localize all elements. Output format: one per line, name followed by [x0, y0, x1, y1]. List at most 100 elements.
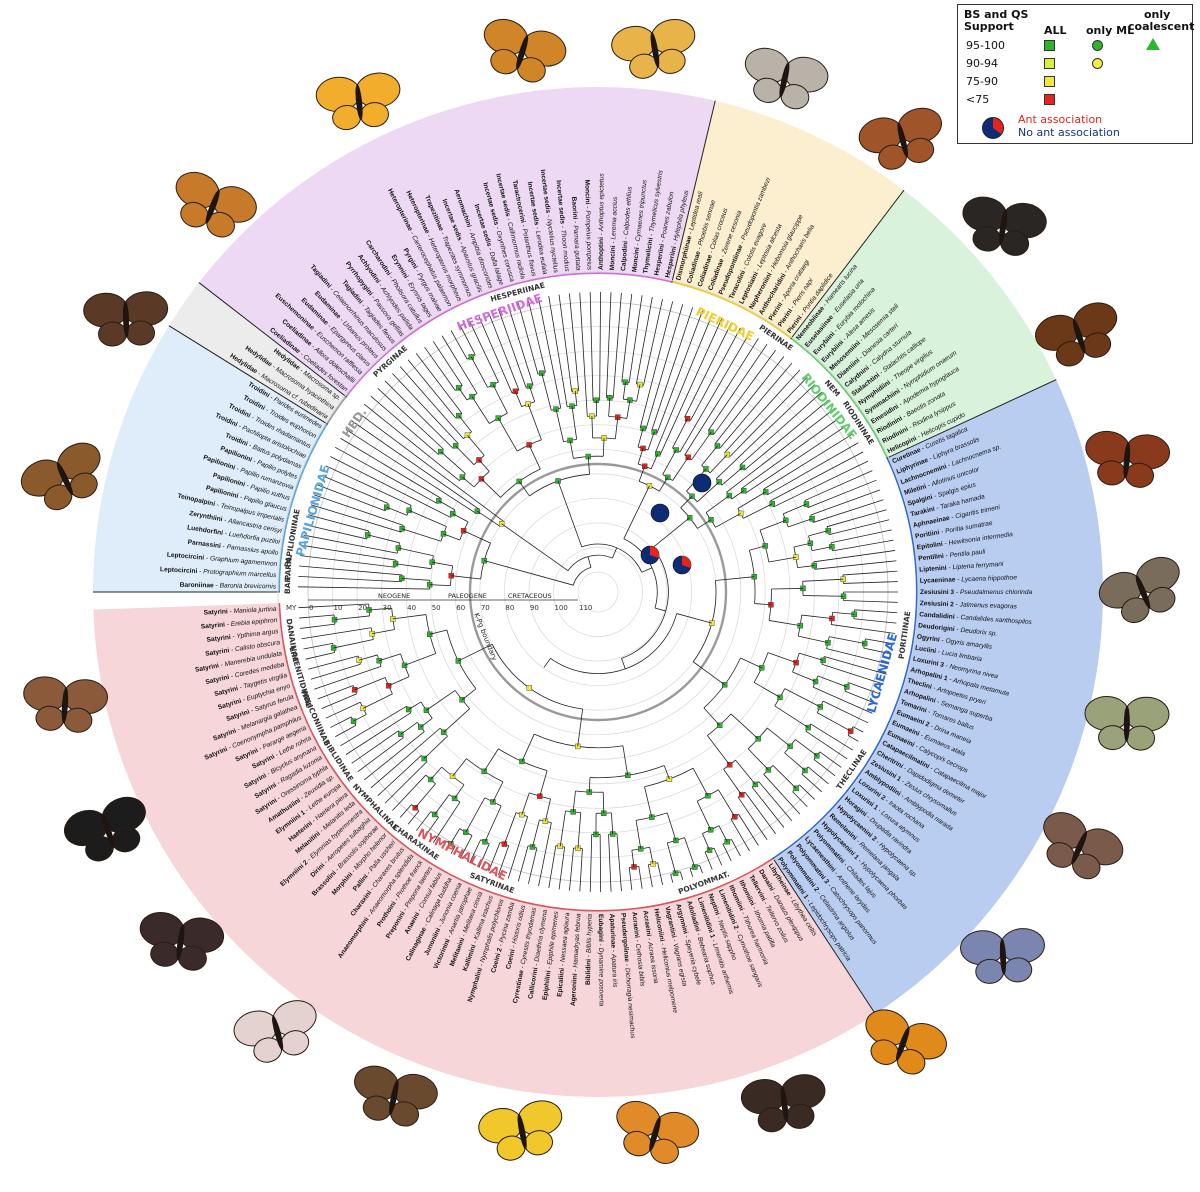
tree-branch — [801, 773, 823, 793]
tree-branch — [465, 797, 486, 833]
tree-branch — [545, 798, 551, 822]
tree-branch — [829, 519, 890, 536]
tip-separator: - — [945, 461, 953, 470]
pie-chart-icon — [982, 117, 1004, 139]
tree-branch — [702, 833, 710, 851]
tip-species: Pompeius pompeius — [584, 210, 593, 271]
tip-tribe: Zesiusini 2 — [920, 600, 955, 608]
tip-species: Liptena ferrymani — [952, 560, 1004, 571]
tip-tribe: Candalidini — [919, 611, 955, 620]
tree-branch — [672, 418, 688, 449]
ant-association-label: Ant association — [1018, 113, 1103, 126]
tip-separator: - — [659, 941, 667, 948]
tree-branch — [853, 618, 897, 624]
kpg-boundary-ring — [468, 462, 728, 722]
tree-branch — [527, 403, 542, 440]
tip-separator: - — [769, 889, 778, 898]
tree-branch — [455, 445, 475, 465]
tip-separator: - — [545, 964, 553, 971]
triangle-marker-icon — [1146, 38, 1160, 50]
tip-separator: - — [240, 696, 248, 704]
tip-label: Apaturinae - Apatura iris — [608, 914, 618, 989]
tree-branch — [784, 688, 821, 708]
tip-separator: - — [877, 368, 886, 377]
tip-separator: - — [864, 813, 873, 822]
tree-branch — [587, 456, 590, 475]
tree-branch — [317, 685, 354, 700]
tip-separator: - — [888, 375, 897, 384]
tip-separator: - — [309, 816, 318, 825]
tree-branch — [692, 661, 725, 686]
tip-species: Parnara guttata — [572, 225, 582, 271]
tip-separator: - — [311, 326, 320, 335]
tip-separator: - — [934, 504, 941, 512]
tree-branch — [430, 766, 442, 780]
tree-branch — [363, 731, 425, 781]
tree-branch — [340, 705, 407, 747]
tree-branch — [308, 655, 359, 670]
tree-branch — [816, 712, 851, 732]
legend-col-ml: only ML — [1086, 24, 1135, 37]
tree-branch — [529, 385, 536, 402]
tip-separator: - — [325, 321, 334, 330]
tree-branch — [799, 784, 815, 800]
tree-branch — [758, 781, 793, 822]
butterfly-photo — [139, 912, 225, 971]
tip-separator: - — [695, 245, 703, 253]
tree-branch — [308, 514, 369, 532]
support-legend: BS and QS Support ALL only ML only coale… — [957, 4, 1194, 144]
tip-label: Eubagini - Dynamine postverta — [597, 914, 605, 1007]
tree-branch — [577, 812, 582, 849]
tree-branch — [408, 509, 447, 527]
butterfly-photo — [616, 1100, 700, 1164]
tip-separator: - — [634, 937, 642, 944]
tree-branch — [799, 652, 824, 661]
tree-branch — [420, 717, 433, 728]
tree-branch — [636, 384, 641, 402]
tip-separator: - — [545, 213, 553, 220]
tip-separator: - — [634, 241, 642, 248]
sector-divider — [168, 325, 329, 425]
tip-separator: - — [327, 285, 336, 294]
inner-disc — [280, 274, 916, 910]
tree-branch — [528, 444, 541, 470]
tip-separator: - — [520, 222, 528, 229]
tip-label: Calpodini - Calpodes ethlius — [620, 186, 634, 272]
tree-branch — [795, 739, 818, 757]
time-tick-label: 30 — [383, 604, 392, 612]
tree-branch — [392, 774, 427, 811]
tip-separator: - — [422, 921, 431, 929]
tree-branch — [622, 745, 629, 776]
tip-tribe: Coeini — [505, 949, 517, 970]
tree-branch — [399, 804, 412, 818]
tree-branch — [458, 387, 468, 401]
tip-separator: - — [739, 909, 748, 917]
tip-separator: - — [273, 750, 281, 759]
tree-branch — [767, 652, 797, 664]
tree-branch — [606, 292, 612, 398]
tree-branch — [641, 567, 653, 573]
tree-branch — [574, 390, 578, 406]
square-marker-icon — [1044, 94, 1055, 105]
tip-separator: - — [297, 350, 306, 359]
tree-branch — [589, 834, 593, 892]
tree-branch — [388, 676, 410, 687]
tip-species: Baronia brevicornis — [220, 582, 277, 590]
tip-separator: - — [919, 444, 927, 453]
tip-tribe: Baroniinae — [180, 581, 215, 589]
tree-branch — [635, 296, 653, 384]
tree-branch — [401, 528, 442, 542]
tree-branch — [363, 403, 460, 481]
tip-separator: - — [898, 792, 907, 801]
butterfly-photo — [20, 442, 101, 511]
tip-label: Incertae sedis - Thoon modius — [555, 180, 571, 273]
tree-branch — [845, 690, 877, 705]
tip-tribe: Satyrini — [205, 647, 230, 658]
tree-branch — [478, 316, 513, 393]
tip-separator: - — [925, 481, 933, 489]
legend-row-label: 95-100 — [966, 39, 1005, 52]
tree-branch — [454, 784, 465, 799]
tree-branch — [497, 417, 518, 452]
tree-branch — [538, 822, 552, 887]
tree-branch — [443, 533, 460, 541]
